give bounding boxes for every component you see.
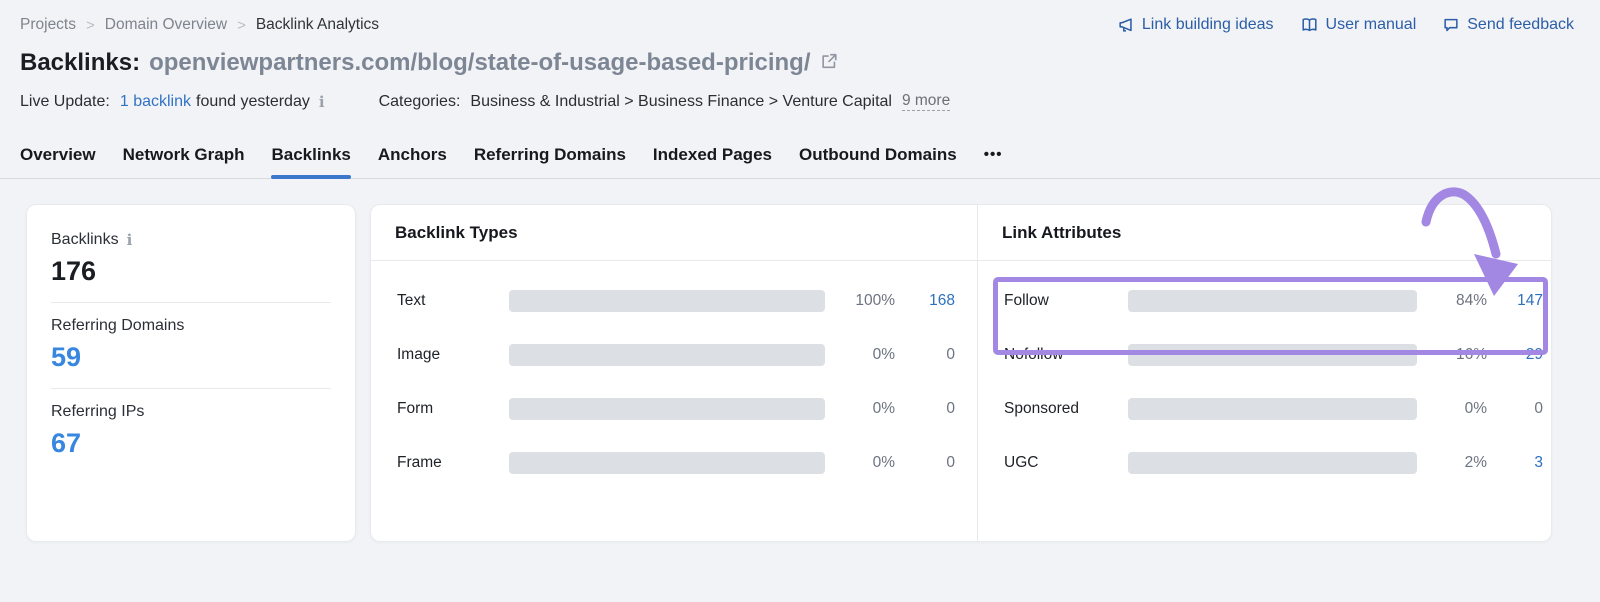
bar-count: 0 [946, 400, 955, 417]
bar-percent: 0% [872, 400, 895, 417]
referring-ips-metric-label: Referring IPs [51, 403, 331, 421]
bar-label: Sponsored [1004, 400, 1079, 417]
quick-links: Link building ideas User manual Send fee… [1117, 16, 1574, 34]
bar-label: Follow [1004, 292, 1049, 309]
info-icon[interactable]: i [318, 92, 325, 111]
tab-referring-domains[interactable]: Referring Domains [473, 145, 626, 164]
bar-track [509, 398, 825, 420]
referring-domains-metric-value[interactable]: 59 [51, 342, 82, 372]
bar-track [509, 344, 825, 366]
bar-row-follow: Follow 84% 147 [978, 274, 1551, 328]
book-icon [1300, 16, 1319, 34]
bar-percent: 0% [872, 454, 895, 471]
backlinks-metric-value: 176 [51, 256, 97, 286]
bar-label: Frame [397, 454, 442, 471]
bar-row-frame: Frame 0% 0 [371, 436, 977, 490]
metric-label: Referring IPs [51, 403, 145, 420]
bar-percent: 16% [1455, 346, 1487, 363]
categories-label: Categories: [378, 92, 461, 110]
top-bar: Projects > Domain Overview > Backlink An… [0, 0, 1600, 34]
link-building-ideas-button[interactable]: Link building ideas [1117, 16, 1274, 34]
megaphone-icon [1117, 16, 1135, 34]
tab-backlinks[interactable]: Backlinks [271, 145, 352, 179]
breadcrumb-projects[interactable]: Projects [20, 16, 76, 33]
breadcrumb: Projects > Domain Overview > Backlink An… [20, 16, 379, 34]
bar-row-form: Form 0% 0 [371, 382, 977, 436]
tab-outbound-domains[interactable]: Outbound Domains [798, 145, 957, 164]
live-update-suffix: found yesterday [196, 92, 310, 110]
tabs-more-button[interactable]: ••• [983, 146, 1003, 163]
bar-label: Image [397, 346, 441, 363]
bar-track [509, 452, 825, 474]
chat-icon [1442, 16, 1460, 34]
page-title: Backlinks: openviewpartners.com/blog/sta… [20, 49, 1600, 77]
bar-label: Form [397, 400, 434, 417]
backlinks-metric-label: Backlinks i [51, 231, 331, 249]
bar-track [1128, 344, 1417, 366]
tab-anchors[interactable]: Anchors [377, 145, 447, 164]
bar-count: 0 [946, 346, 955, 363]
bar-track [1128, 452, 1417, 474]
live-update-link[interactable]: 1 backlink [119, 92, 191, 110]
bar-percent: 0% [872, 346, 895, 363]
bar-track [509, 290, 825, 312]
quick-link-label: User manual [1325, 16, 1417, 33]
chevron-right-icon: > [237, 16, 246, 34]
divider [51, 388, 331, 389]
bar-row-image: Image 0% 0 [371, 328, 977, 382]
bar-percent: 100% [855, 292, 895, 309]
bar-count-link[interactable]: 29 [1525, 346, 1543, 363]
bar-count: 0 [946, 454, 955, 471]
bar-count-link[interactable]: 168 [929, 292, 955, 309]
analyzed-url: openviewpartners.com/blog/state-of-usage… [149, 49, 811, 76]
content-area: Backlinks i 176 Referring Domains 59 Ref… [0, 179, 1600, 542]
referring-domains-metric-label: Referring Domains [51, 317, 331, 335]
bar-percent: 84% [1455, 292, 1487, 309]
bar-row-ugc: UGC 2% 3 [978, 436, 1551, 490]
bars-card: Backlink Types Link Attributes Text 100%… [370, 204, 1552, 542]
bar-label: Text [397, 292, 426, 309]
bar-label: Nofollow [1004, 346, 1064, 363]
tab-bar: Overview Network Graph Backlinks Anchors… [0, 137, 1600, 179]
backlink-types-header: Backlink Types [371, 205, 978, 261]
bar-track [1128, 290, 1417, 312]
link-attributes-header: Link Attributes [978, 205, 1551, 261]
bar-label: UGC [1004, 454, 1039, 471]
quick-link-label: Send feedback [1467, 16, 1574, 33]
live-update-label: Live Update: [20, 92, 110, 110]
tab-indexed-pages[interactable]: Indexed Pages [652, 145, 772, 164]
backlink-types-rows: Text 100% 168 Image 0% 0 Form 0% 0 Frame… [371, 261, 978, 541]
send-feedback-button[interactable]: Send feedback [1442, 16, 1574, 34]
bar-count-link[interactable]: 3 [1534, 454, 1543, 471]
link-attributes-rows: Follow 84% 147 Nofollow 16% 29 Sponsored… [978, 261, 1551, 541]
breadcrumb-backlink-analytics: Backlink Analytics [255, 16, 380, 33]
bar-row-sponsored: Sponsored 0% 0 [978, 382, 1551, 436]
bar-row-nofollow: Nofollow 16% 29 [978, 328, 1551, 382]
bar-percent: 2% [1464, 454, 1487, 471]
info-icon[interactable]: i [126, 231, 133, 249]
categories-more-link[interactable]: 9 more [901, 92, 951, 111]
breadcrumb-domain-overview[interactable]: Domain Overview [104, 16, 228, 33]
referring-ips-metric-value[interactable]: 67 [51, 428, 82, 458]
chevron-right-icon: > [86, 16, 95, 34]
divider [51, 302, 331, 303]
bar-count: 0 [1534, 400, 1543, 417]
user-manual-button[interactable]: User manual [1300, 16, 1417, 34]
bar-percent: 0% [1464, 400, 1487, 417]
tab-overview[interactable]: Overview [20, 145, 96, 164]
bar-row-text: Text 100% 168 [371, 274, 977, 328]
bar-count-link[interactable]: 147 [1517, 292, 1543, 309]
quick-link-label: Link building ideas [1141, 16, 1274, 33]
categories-path: Business & Industrial > Business Finance… [470, 92, 892, 110]
bar-track [1128, 398, 1417, 420]
metric-label: Referring Domains [51, 317, 185, 334]
external-link-icon[interactable] [820, 49, 838, 77]
metric-label: Backlinks [51, 231, 119, 248]
summary-card: Backlinks i 176 Referring Domains 59 Ref… [26, 204, 356, 542]
meta-line: Live Update: 1 backlink found yesterday … [20, 92, 1600, 111]
page-title-prefix: Backlinks: [20, 49, 141, 76]
tab-network-graph[interactable]: Network Graph [122, 145, 245, 164]
